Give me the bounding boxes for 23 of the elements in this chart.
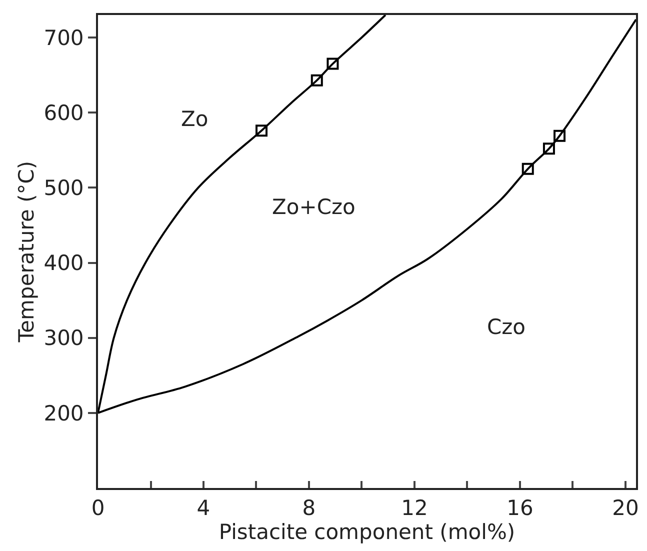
- x-tick-label: 4: [196, 496, 210, 520]
- y-tick-label: 600: [44, 100, 84, 125]
- x-tick-label: 20: [612, 496, 639, 520]
- x-tick-label: 16: [506, 496, 534, 520]
- point: [256, 124, 268, 137]
- y-tick-label: 400: [44, 251, 84, 276]
- x-tick-label: 0: [91, 496, 105, 520]
- y-tick-label: 300: [44, 326, 84, 350]
- point: [522, 162, 534, 175]
- annotation: Zo+Czo: [272, 195, 356, 219]
- x-axis-title: Pistacite component (mol%): [218, 520, 516, 544]
- x-tick-label: 8: [302, 496, 316, 520]
- y-axis-title: Temperature (°C): [14, 160, 38, 344]
- y-tick-label: 500: [44, 176, 84, 200]
- point: [554, 130, 566, 142]
- point: [542, 142, 555, 155]
- point: [310, 74, 323, 86]
- y-tick-label: 700: [44, 26, 84, 50]
- annotation: Czo: [487, 315, 526, 339]
- x-tick-label: 12: [401, 496, 428, 520]
- point: [326, 58, 339, 70]
- annotation: Zo: [181, 107, 208, 131]
- y-tick-label: 200: [44, 401, 84, 426]
